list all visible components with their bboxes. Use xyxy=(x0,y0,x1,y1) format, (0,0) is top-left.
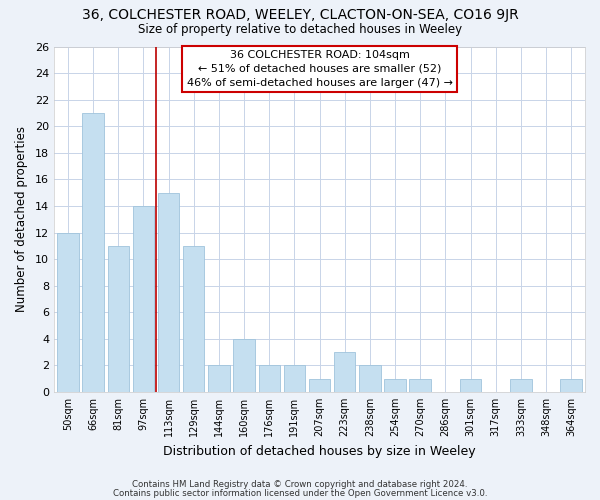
Bar xyxy=(334,352,355,392)
Bar xyxy=(510,378,532,392)
Text: 36 COLCHESTER ROAD: 104sqm
← 51% of detached houses are smaller (52)
46% of semi: 36 COLCHESTER ROAD: 104sqm ← 51% of deta… xyxy=(187,50,452,88)
Bar xyxy=(82,113,104,392)
Bar xyxy=(359,366,380,392)
Bar xyxy=(284,366,305,392)
Text: Contains public sector information licensed under the Open Government Licence v3: Contains public sector information licen… xyxy=(113,488,487,498)
Bar xyxy=(259,366,280,392)
Text: Contains HM Land Registry data © Crown copyright and database right 2024.: Contains HM Land Registry data © Crown c… xyxy=(132,480,468,489)
Text: 36, COLCHESTER ROAD, WEELEY, CLACTON-ON-SEA, CO16 9JR: 36, COLCHESTER ROAD, WEELEY, CLACTON-ON-… xyxy=(82,8,518,22)
Bar xyxy=(208,366,230,392)
X-axis label: Distribution of detached houses by size in Weeley: Distribution of detached houses by size … xyxy=(163,444,476,458)
Bar xyxy=(385,378,406,392)
Bar xyxy=(183,246,205,392)
Bar xyxy=(233,339,255,392)
Bar xyxy=(133,206,154,392)
Text: Size of property relative to detached houses in Weeley: Size of property relative to detached ho… xyxy=(138,22,462,36)
Bar xyxy=(309,378,330,392)
Bar xyxy=(57,232,79,392)
Bar xyxy=(107,246,129,392)
Bar xyxy=(409,378,431,392)
Bar xyxy=(460,378,481,392)
Bar xyxy=(158,192,179,392)
Y-axis label: Number of detached properties: Number of detached properties xyxy=(15,126,28,312)
Bar xyxy=(560,378,582,392)
